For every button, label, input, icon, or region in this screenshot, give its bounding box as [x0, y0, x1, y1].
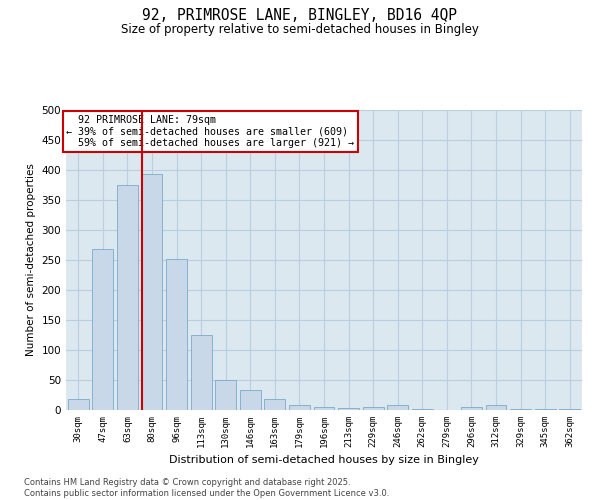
Bar: [314, 407, 334, 410]
Bar: [265, 399, 286, 410]
Bar: [485, 405, 506, 410]
Bar: [92, 249, 113, 410]
Bar: [559, 409, 580, 410]
Bar: [240, 390, 261, 410]
Bar: [362, 407, 383, 410]
Bar: [510, 409, 531, 410]
Text: 92 PRIMROSE LANE: 79sqm
← 39% of semi-detached houses are smaller (609)
  59% of: 92 PRIMROSE LANE: 79sqm ← 39% of semi-de…: [67, 115, 355, 148]
Bar: [387, 405, 408, 410]
Bar: [289, 405, 310, 410]
Text: Size of property relative to semi-detached houses in Bingley: Size of property relative to semi-detach…: [121, 22, 479, 36]
Bar: [117, 185, 138, 410]
X-axis label: Distribution of semi-detached houses by size in Bingley: Distribution of semi-detached houses by …: [169, 456, 479, 466]
Text: 92, PRIMROSE LANE, BINGLEY, BD16 4QP: 92, PRIMROSE LANE, BINGLEY, BD16 4QP: [143, 8, 458, 22]
Bar: [215, 380, 236, 410]
Bar: [68, 399, 89, 410]
Y-axis label: Number of semi-detached properties: Number of semi-detached properties: [26, 164, 36, 356]
Bar: [338, 408, 359, 410]
Bar: [142, 174, 163, 410]
Bar: [191, 335, 212, 410]
Bar: [461, 407, 482, 410]
Bar: [166, 259, 187, 410]
Text: Contains HM Land Registry data © Crown copyright and database right 2025.
Contai: Contains HM Land Registry data © Crown c…: [24, 478, 389, 498]
